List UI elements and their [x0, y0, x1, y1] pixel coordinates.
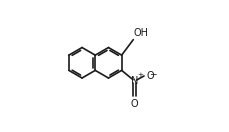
- Text: −: −: [149, 69, 156, 78]
- Text: OH: OH: [133, 28, 148, 38]
- Text: O: O: [130, 99, 138, 109]
- Text: +: +: [137, 72, 143, 78]
- Text: N: N: [130, 76, 138, 86]
- Text: O: O: [146, 71, 153, 81]
